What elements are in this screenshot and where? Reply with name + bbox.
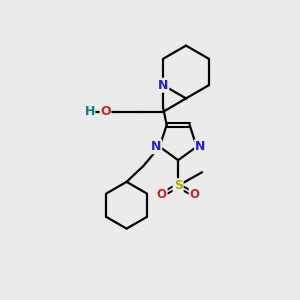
Text: S: S xyxy=(174,179,183,192)
Text: H: H xyxy=(84,105,95,119)
Text: O: O xyxy=(100,105,111,119)
Text: O: O xyxy=(190,188,200,201)
Text: O: O xyxy=(157,188,166,201)
Text: N: N xyxy=(195,140,206,153)
Text: N: N xyxy=(151,140,161,153)
Text: N: N xyxy=(158,79,168,92)
